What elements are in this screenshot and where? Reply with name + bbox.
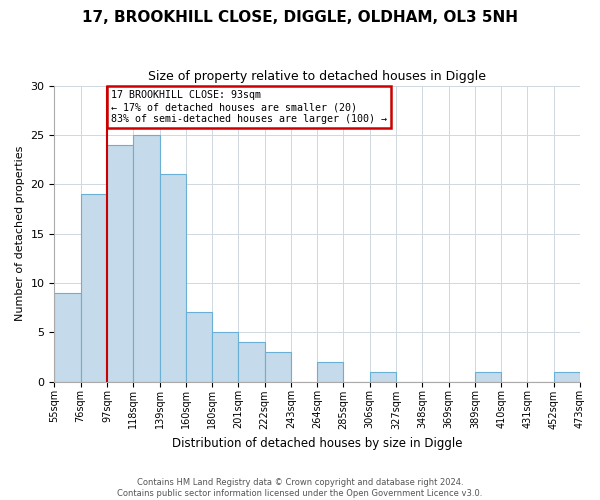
Bar bbox=[186, 312, 212, 382]
Bar bbox=[80, 194, 107, 382]
Bar bbox=[475, 372, 501, 382]
Title: Size of property relative to detached houses in Diggle: Size of property relative to detached ho… bbox=[148, 70, 486, 83]
Bar bbox=[238, 342, 265, 382]
Bar bbox=[265, 352, 291, 382]
Y-axis label: Number of detached properties: Number of detached properties bbox=[15, 146, 25, 321]
Text: Contains HM Land Registry data © Crown copyright and database right 2024.
Contai: Contains HM Land Registry data © Crown c… bbox=[118, 478, 482, 498]
Bar bbox=[554, 372, 580, 382]
Bar bbox=[107, 145, 133, 382]
Bar bbox=[317, 362, 343, 382]
Bar bbox=[133, 135, 160, 382]
Bar bbox=[160, 174, 186, 382]
Text: 17 BROOKHILL CLOSE: 93sqm
← 17% of detached houses are smaller (20)
83% of semi-: 17 BROOKHILL CLOSE: 93sqm ← 17% of detac… bbox=[111, 90, 387, 124]
X-axis label: Distribution of detached houses by size in Diggle: Distribution of detached houses by size … bbox=[172, 437, 463, 450]
Text: 17, BROOKHILL CLOSE, DIGGLE, OLDHAM, OL3 5NH: 17, BROOKHILL CLOSE, DIGGLE, OLDHAM, OL3… bbox=[82, 10, 518, 25]
Bar bbox=[55, 292, 80, 382]
Bar bbox=[212, 332, 238, 382]
Bar bbox=[370, 372, 396, 382]
